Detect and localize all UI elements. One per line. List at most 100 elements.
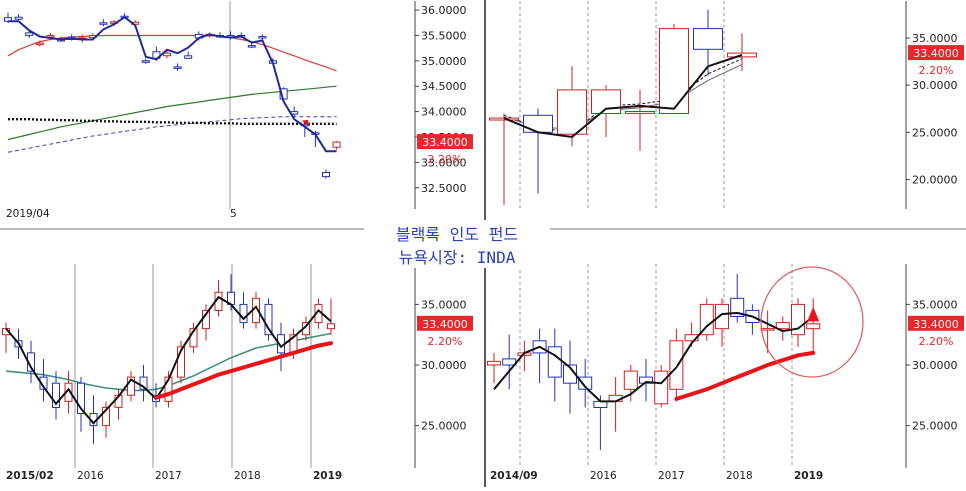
daily-xlabel-0: 2019/04 bbox=[6, 208, 50, 220]
quarterly-ytick-label-0: 35.0000 bbox=[912, 298, 958, 311]
daily-candle-body-15 bbox=[163, 52, 171, 57]
weekly-candle-body-14 bbox=[177, 346, 185, 378]
weekly-ytick-label-0: 35.0000 bbox=[421, 298, 467, 311]
quarterly-candle-body-1 bbox=[502, 358, 517, 366]
monthly-price-label: 33.4000 bbox=[913, 47, 959, 60]
daily-price-line bbox=[8, 15, 337, 153]
quarterly-candle-body-18 bbox=[760, 328, 775, 331]
quarterly-red-arrow bbox=[807, 306, 820, 322]
weekly-candle-body-4 bbox=[52, 382, 60, 409]
quarterly-price-line bbox=[493, 311, 814, 403]
quarterly-candle-body-0 bbox=[487, 360, 501, 366]
daily-ytick-label-4: 34.0000 bbox=[421, 106, 467, 119]
weekly-change-label: 2.20% bbox=[428, 335, 463, 348]
daily-ytick-label-2: 35.0000 bbox=[421, 55, 467, 68]
daily-candle-body-1 bbox=[14, 16, 23, 20]
weekly-ytick-label-2: 25.0000 bbox=[421, 420, 467, 433]
monthly-ytick-label-3: 20.0000 bbox=[912, 173, 958, 186]
monthly-panel: 35.0000 30.0000 25.0000 20.0000 33.4000 2.20% bbox=[489, 1, 964, 209]
daily-red-arrow bbox=[301, 119, 310, 127]
title-line-2: 뉴욕시장: INDA bbox=[399, 248, 516, 267]
daily-panel: 36.000035.500035.000034.500034.000033.50… bbox=[4, 1, 473, 220]
monthly-candle-body-1 bbox=[523, 114, 553, 133]
quarterly-ytick-label-1: 30.0000 bbox=[912, 359, 958, 372]
weekly-candle-body-11 bbox=[139, 376, 148, 390]
quarterly-price-badge bbox=[908, 315, 964, 331]
daily-candle-body-30 bbox=[322, 172, 330, 178]
quarterly-price-label: 33.4000 bbox=[913, 318, 959, 331]
title-line-1: 블랙록 인도 펀드 bbox=[396, 225, 518, 244]
daily-ma-black-dotted bbox=[8, 117, 337, 126]
quarterly-ma-red-thick bbox=[674, 350, 816, 401]
quarterly-xlabel-3: 2018 bbox=[726, 470, 753, 482]
daily-ma-red bbox=[7, 34, 337, 72]
daily-candle-body-23 bbox=[247, 45, 256, 48]
quarterly-xlabel-4: 2019 bbox=[794, 470, 823, 482]
monthly-ytick-label-1: 30.0000 bbox=[912, 79, 958, 92]
weekly-candle-body-8 bbox=[102, 406, 110, 427]
weekly-ma-red-thick bbox=[154, 341, 333, 400]
quarterly-candle-body-9 bbox=[623, 370, 638, 390]
quarterly-candle-body-16 bbox=[730, 297, 745, 317]
quarterly-candle-body-6 bbox=[578, 376, 593, 390]
weekly-xlabel-3: 2018 bbox=[234, 470, 261, 482]
monthly-candle-body-5 bbox=[659, 28, 689, 115]
monthly-ytick-label-0: 35.0000 bbox=[912, 32, 958, 45]
weekly-candle-body-26 bbox=[327, 323, 335, 330]
monthly-candle-body-2 bbox=[557, 89, 587, 135]
daily-ytick-label-6: 33.0000 bbox=[421, 156, 467, 169]
monthly-ytick-label-2: 25.0000 bbox=[912, 126, 958, 139]
monthly-price-badge bbox=[908, 45, 964, 61]
quarterly-candle-body-19 bbox=[775, 322, 790, 330]
daily-ytick-label-3: 34.5000 bbox=[421, 80, 467, 93]
weekly-candle-body-10 bbox=[127, 376, 135, 396]
quarterly-candle-body-12 bbox=[669, 340, 684, 390]
daily-ytick-label-7: 32.5000 bbox=[421, 182, 467, 195]
quarterly-candle-body-13 bbox=[684, 334, 699, 342]
daily-ytick-label-1: 35.5000 bbox=[421, 29, 467, 42]
quarterly-candle-body-4 bbox=[547, 346, 562, 378]
daily-ma-blue-dashed bbox=[7, 116, 337, 153]
weekly-price-badge bbox=[417, 315, 473, 331]
weekly-candle-body-21 bbox=[264, 303, 273, 336]
monthly-candle-body-4 bbox=[625, 111, 655, 114]
quarterly-candle-body-15 bbox=[715, 303, 729, 330]
weekly-xlabel-0: 2015/02 bbox=[6, 470, 54, 482]
weekly-price-label: 33.4000 bbox=[422, 318, 468, 331]
quarterly-candle-body-14 bbox=[699, 303, 714, 336]
monthly-price-line bbox=[503, 54, 743, 139]
daily-ytick-label-0: 36.0000 bbox=[421, 4, 467, 17]
weekly-ytick-label-1: 30.0000 bbox=[421, 359, 467, 372]
daily-candle-body-16 bbox=[173, 66, 182, 69]
monthly-change-label: 2.20% bbox=[919, 64, 954, 77]
weekly-xlabel-2: 2017 bbox=[155, 470, 182, 482]
quarterly-change-label: 2.20% bbox=[919, 335, 954, 348]
daily-candle-body-2 bbox=[25, 32, 34, 36]
weekly-candle-body-6 bbox=[77, 382, 85, 415]
weekly-panel: 35.0000 30.0000 25.0000 2015/02 2016 2017 2018… bbox=[2, 264, 473, 482]
quarterly-ytick-label-2: 25.0000 bbox=[912, 420, 958, 433]
daily-change-label: 2.20% bbox=[428, 153, 463, 166]
monthly-candle-body-6 bbox=[693, 28, 723, 50]
daily-candle-body-24 bbox=[258, 36, 267, 39]
quarterly-candle-body-21 bbox=[806, 323, 821, 330]
quarterly-xlabel-1: 2016 bbox=[590, 470, 617, 482]
weekly-price-line bbox=[5, 295, 332, 425]
daily-xlabel-1: 5 bbox=[230, 208, 237, 220]
weekly-xlabel-4: 2019 bbox=[313, 470, 342, 482]
quarterly-highlight-circle bbox=[760, 266, 864, 378]
daily-price-label: 33.4000 bbox=[422, 136, 468, 149]
daily-candle-body-13 bbox=[141, 60, 150, 63]
daily-candle-body-9 bbox=[99, 22, 108, 25]
quarterly-candle-body-11 bbox=[654, 370, 669, 405]
quarterly-panel: 35.0000 30.0000 25.0000 2014/09 2016 2017 2018… bbox=[487, 264, 964, 482]
daily-candle-body-17 bbox=[184, 55, 193, 59]
weekly-xlabel-1: 2016 bbox=[77, 470, 104, 482]
quarterly-xlabel-2: 2017 bbox=[658, 470, 685, 482]
title-backdrop bbox=[364, 220, 550, 268]
quarterly-xlabel-0: 2014/09 bbox=[490, 470, 538, 482]
daily-price-badge bbox=[417, 134, 473, 150]
daily-candle-body-3 bbox=[35, 42, 44, 46]
